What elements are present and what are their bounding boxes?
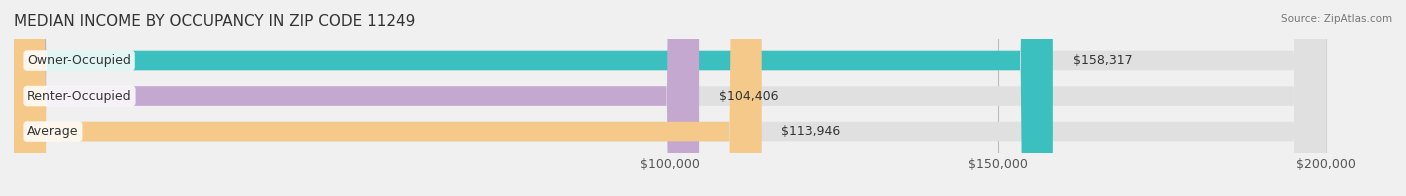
Text: Average: Average: [27, 125, 79, 138]
Text: $158,317: $158,317: [1073, 54, 1132, 67]
FancyBboxPatch shape: [14, 0, 1053, 196]
FancyBboxPatch shape: [14, 0, 1326, 196]
Text: $104,406: $104,406: [718, 90, 779, 103]
FancyBboxPatch shape: [14, 0, 1326, 196]
Text: MEDIAN INCOME BY OCCUPANCY IN ZIP CODE 11249: MEDIAN INCOME BY OCCUPANCY IN ZIP CODE 1…: [14, 14, 415, 29]
Text: Source: ZipAtlas.com: Source: ZipAtlas.com: [1281, 14, 1392, 24]
Text: $113,946: $113,946: [782, 125, 841, 138]
Text: Renter-Occupied: Renter-Occupied: [27, 90, 132, 103]
FancyBboxPatch shape: [14, 0, 1326, 196]
FancyBboxPatch shape: [14, 0, 762, 196]
Text: Owner-Occupied: Owner-Occupied: [27, 54, 131, 67]
FancyBboxPatch shape: [14, 0, 699, 196]
